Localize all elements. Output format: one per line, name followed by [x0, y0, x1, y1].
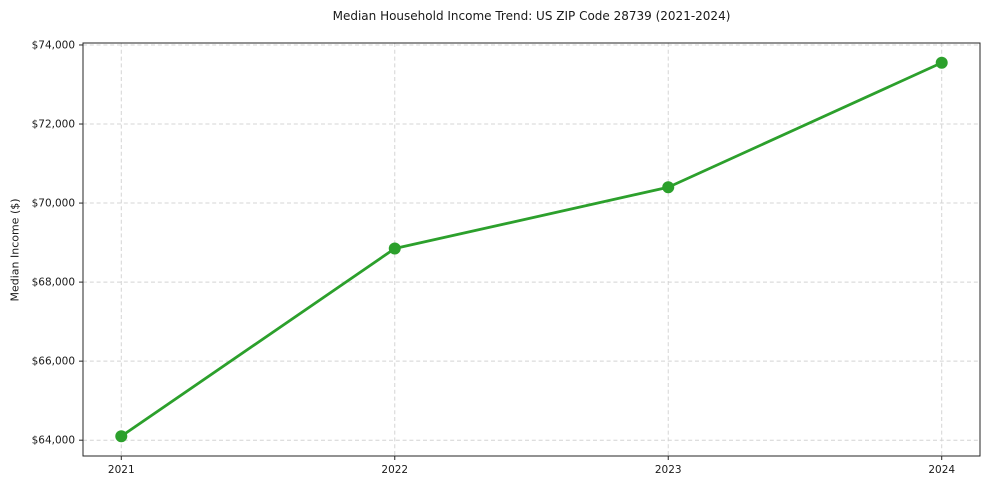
trend-line	[119, 61, 944, 438]
y-tick-label: $66,000	[32, 356, 75, 368]
y-tick-label: $72,000	[32, 119, 75, 131]
data-point-2024	[935, 56, 948, 69]
y-tick-label: $64,000	[32, 435, 75, 447]
x-tick-label: 2022	[381, 464, 408, 476]
y-tick-label: $70,000	[32, 198, 75, 210]
y-tick-label: $68,000	[32, 277, 75, 289]
data-point-2022	[388, 242, 401, 255]
chart-title: Median Household Income Trend: US ZIP Co…	[332, 9, 731, 23]
x-tick-label: 2021	[108, 464, 135, 476]
data-point-2023	[662, 181, 675, 194]
data-point-2021	[115, 430, 128, 443]
plot-border	[82, 42, 981, 457]
x-tick-label: 2023	[655, 464, 682, 476]
x-tick-label: 2024	[928, 464, 955, 476]
y-tick-label: $74,000	[32, 39, 75, 51]
